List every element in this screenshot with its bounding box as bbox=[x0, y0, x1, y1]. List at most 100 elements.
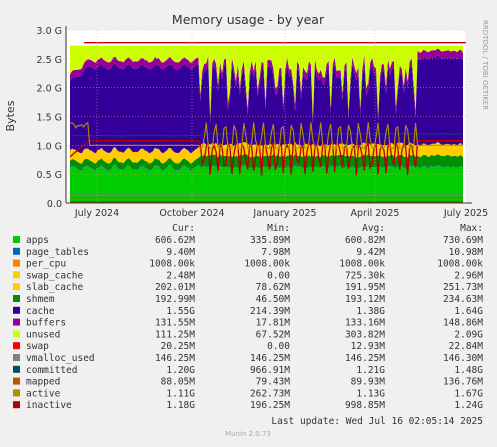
legend-column-header: Max: bbox=[460, 223, 483, 234]
line-committed bbox=[69, 132, 464, 137]
legend-value-avg: 191.95M bbox=[345, 282, 385, 293]
legend-value-max: 251.73M bbox=[443, 282, 483, 293]
legend-value-min: 0.00 bbox=[267, 270, 290, 281]
legend-value-avg: 133.16M bbox=[345, 318, 385, 329]
legend-value-cur: 131.55M bbox=[155, 318, 195, 329]
legend-value-avg: 12.93M bbox=[351, 341, 386, 352]
rrdtool-credit: RRDTOOL / TOBI OETIKER bbox=[481, 20, 489, 110]
legend-value-min: 214.39M bbox=[250, 306, 290, 317]
legend-value-avg: 998.85M bbox=[345, 400, 385, 411]
munin-version: Munin 2.0.73 bbox=[225, 430, 271, 438]
legend-swatch bbox=[13, 271, 20, 279]
legend: Cur: Min: Avg: Max: apps 606.62M 335.89M 600.82… bbox=[13, 223, 483, 411]
legend-value-avg: 600.82M bbox=[345, 235, 385, 246]
legend-value-cur: 1008.00k bbox=[149, 259, 195, 270]
legend-swatch bbox=[13, 342, 20, 350]
legend-label: active bbox=[26, 388, 61, 399]
legend-value-cur: 202.01M bbox=[155, 282, 195, 293]
legend-value-min: 17.81M bbox=[256, 318, 291, 329]
x-tick-label: October 2024 bbox=[159, 208, 224, 219]
legend-value-avg: 725.30k bbox=[345, 270, 385, 281]
plot-area bbox=[69, 41, 466, 203]
legend-value-max: 146.30M bbox=[443, 353, 483, 364]
legend-value-min: 966.91M bbox=[250, 365, 290, 376]
legend-swatch bbox=[13, 295, 20, 302]
legend-value-avg: 1008.00k bbox=[339, 259, 385, 270]
legend-label: shmem bbox=[26, 294, 55, 305]
y-tick-label: 0.5 G bbox=[37, 170, 63, 181]
legend-label: swap_cache bbox=[26, 270, 83, 281]
x-tick-label: April 2025 bbox=[351, 208, 400, 219]
area-buffers bbox=[70, 48, 463, 125]
legend-label: mapped bbox=[26, 377, 60, 388]
area-cache bbox=[70, 55, 463, 154]
y-tick-label: 1.0 G bbox=[37, 141, 63, 152]
x-tick-label: January 2025 bbox=[252, 208, 316, 219]
legend-value-min: 0.00 bbox=[267, 341, 290, 352]
legend-value-cur: 1.11G bbox=[166, 388, 195, 399]
legend-value-min: 79.43M bbox=[256, 377, 291, 388]
y-axis: 0.0 0.5 G 1.0 G 1.5 G 2.0 G 2.5 G 3.0 G bbox=[37, 26, 63, 210]
y-tick-label: 0.0 bbox=[47, 199, 62, 210]
y-axis-label: Bytes bbox=[4, 100, 17, 131]
line-inactive bbox=[69, 140, 463, 176]
legend-swatch bbox=[13, 389, 20, 397]
area-unused bbox=[70, 45, 463, 118]
legend-value-cur: 1.18G bbox=[166, 400, 195, 411]
legend-value-avg: 193.12M bbox=[345, 294, 385, 305]
y-tick-label: 3.0 G bbox=[37, 26, 63, 37]
legend-value-max: 1.67G bbox=[454, 388, 483, 399]
legend-value-max: 2.96M bbox=[454, 270, 483, 281]
legend-swatch bbox=[13, 365, 20, 373]
legend-swatch bbox=[13, 318, 20, 326]
legend-value-max: 234.63M bbox=[443, 294, 483, 305]
legend-value-max: 1.64G bbox=[454, 306, 483, 317]
legend-value-min: 78.62M bbox=[256, 282, 291, 293]
legend-value-max: 730.69M bbox=[443, 235, 483, 246]
legend-value-min: 67.52M bbox=[256, 329, 291, 340]
legend-label: committed bbox=[26, 365, 77, 376]
legend-value-max: 1008.00k bbox=[437, 259, 483, 270]
legend-label: inactive bbox=[26, 400, 72, 411]
legend-value-max: 1.24G bbox=[454, 400, 483, 411]
legend-swatch bbox=[13, 377, 20, 385]
legend-value-max: 1.48G bbox=[454, 365, 483, 376]
legend-column-header: Cur: bbox=[172, 223, 195, 234]
legend-value-avg: 9.42M bbox=[356, 247, 385, 258]
legend-column-header: Avg: bbox=[362, 223, 385, 234]
legend-value-cur: 20.25M bbox=[161, 341, 196, 352]
grid bbox=[65, 26, 472, 204]
x-tick-label: July 2024 bbox=[74, 208, 119, 219]
legend-value-cur: 111.25M bbox=[155, 329, 195, 340]
legend-value-min: 46.50M bbox=[256, 294, 291, 305]
legend-label: vmalloc_used bbox=[26, 353, 95, 364]
legend-value-max: 22.84M bbox=[449, 341, 484, 352]
legend-value-cur: 88.05M bbox=[161, 377, 196, 388]
legend-label: slab_cache bbox=[26, 282, 83, 293]
x-axis: July 2024 October 2024 January 2025 April 2… bbox=[74, 208, 488, 219]
legend-swatch bbox=[13, 236, 20, 243]
legend-swatch bbox=[13, 330, 20, 338]
legend-value-min: 196.25M bbox=[250, 400, 290, 411]
legend-value-avg: 1.21G bbox=[356, 365, 385, 376]
legend-value-cur: 606.62M bbox=[155, 235, 195, 246]
legend-value-min: 7.98M bbox=[261, 247, 290, 258]
legend-label: unused bbox=[26, 329, 60, 340]
y-tick-label: 1.5 G bbox=[37, 113, 63, 124]
legend-column-header: Min: bbox=[267, 223, 290, 234]
legend-value-avg: 146.25M bbox=[345, 353, 385, 364]
legend-value-max: 2.09G bbox=[454, 329, 483, 340]
area-apps bbox=[70, 165, 463, 203]
legend-value-avg: 303.82M bbox=[345, 329, 385, 340]
legend-value-cur: 2.48M bbox=[166, 270, 195, 281]
legend-value-cur: 9.40M bbox=[166, 247, 195, 258]
legend-value-cur: 192.99M bbox=[155, 294, 195, 305]
legend-value-min: 1008.00k bbox=[244, 259, 290, 270]
legend-swatch bbox=[13, 354, 20, 361]
legend-value-max: 148.86M bbox=[443, 318, 483, 329]
legend-swatch bbox=[13, 306, 20, 314]
legend-value-avg: 89.93M bbox=[351, 377, 386, 388]
legend-value-avg: 1.38G bbox=[356, 306, 385, 317]
